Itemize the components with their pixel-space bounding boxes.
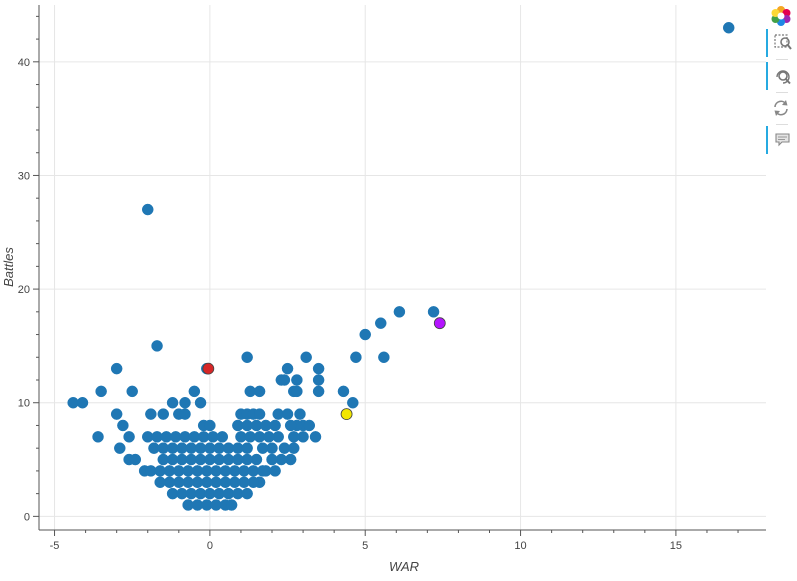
data-point[interactable] [194, 396, 207, 409]
x-axis-title: WAR [389, 559, 419, 574]
data-point[interactable] [232, 453, 244, 466]
data-point[interactable] [188, 385, 201, 398]
data-point[interactable] [76, 396, 89, 409]
y-tick-label: 0 [24, 511, 30, 523]
data-point[interactable] [266, 453, 278, 466]
data-point[interactable] [294, 408, 306, 420]
data-point[interactable] [256, 465, 269, 477]
data-point[interactable] [722, 21, 735, 34]
data-point[interactable] [110, 362, 123, 375]
data-point[interactable] [126, 385, 138, 398]
data-point[interactable] [303, 419, 316, 432]
data-point[interactable] [427, 306, 440, 318]
data-point[interactable] [281, 362, 294, 375]
data-point[interactable] [253, 385, 266, 398]
data-point[interactable] [241, 487, 253, 500]
data-points[interactable] [67, 21, 735, 511]
data-point[interactable] [312, 374, 325, 386]
highlight-point-yellow[interactable] [340, 408, 353, 420]
data-point[interactable] [216, 431, 229, 443]
data-point[interactable] [312, 362, 325, 375]
data-point[interactable] [269, 465, 281, 477]
data-point[interactable] [300, 351, 312, 364]
data-point[interactable] [204, 419, 216, 432]
highlight-point-purple[interactable] [433, 317, 446, 330]
data-point[interactable] [350, 351, 362, 364]
data-point[interactable] [154, 476, 166, 489]
x-tick-label: -5 [50, 540, 60, 552]
data-point[interactable] [241, 351, 253, 364]
x-tick-label: 15 [670, 540, 682, 552]
data-point[interactable] [110, 408, 123, 420]
data-point[interactable] [291, 374, 303, 386]
data-point[interactable] [241, 442, 253, 454]
data-point[interactable] [359, 328, 371, 341]
data-point[interactable] [114, 442, 126, 454]
x-tick-label: 5 [362, 540, 368, 552]
grid-lines [39, 5, 766, 530]
data-point[interactable] [269, 419, 281, 432]
data-point[interactable] [92, 431, 104, 443]
y-tick-label: 20 [18, 284, 30, 296]
data-point[interactable] [157, 408, 170, 420]
data-point[interactable] [179, 396, 191, 409]
data-point[interactable] [253, 408, 266, 420]
data-point[interactable] [117, 419, 129, 432]
data-point[interactable] [95, 385, 107, 398]
data-point[interactable] [378, 351, 390, 364]
data-point[interactable] [151, 340, 163, 352]
toolbar [766, 2, 797, 162]
data-point[interactable] [288, 442, 300, 454]
data-point[interactable] [375, 317, 387, 329]
y-tick-label: 40 [18, 57, 30, 69]
data-point[interactable] [278, 374, 291, 386]
highlighted-points[interactable] [202, 317, 446, 420]
data-point[interactable] [281, 408, 294, 420]
data-point[interactable] [288, 431, 300, 443]
data-point[interactable] [179, 408, 191, 420]
data-point[interactable] [263, 431, 275, 443]
data-point[interactable] [347, 396, 359, 409]
data-point[interactable] [145, 408, 157, 420]
data-point[interactable] [312, 385, 325, 398]
data-point[interactable] [123, 431, 135, 443]
data-point[interactable] [256, 442, 269, 454]
wheel-zoom-icon[interactable] [766, 62, 797, 90]
data-point[interactable] [166, 396, 179, 409]
y-tick-label: 10 [18, 398, 30, 410]
data-point[interactable] [284, 419, 297, 432]
data-point[interactable] [291, 385, 303, 398]
y-axis-title: Battles [1, 247, 16, 287]
data-point[interactable] [141, 203, 154, 216]
data-point[interactable] [337, 385, 350, 398]
plot-frame [39, 5, 766, 530]
bokeh-logo-icon[interactable] [766, 2, 796, 30]
hover-icon[interactable] [766, 126, 797, 154]
reset-icon[interactable] [766, 94, 796, 122]
data-point[interactable] [393, 306, 406, 318]
x-tick-label: 0 [207, 540, 213, 552]
y-tick-label: 30 [18, 170, 30, 182]
highlight-point-red[interactable] [202, 362, 215, 375]
x-tick-label: 10 [514, 540, 526, 552]
data-point[interactable] [225, 499, 238, 511]
data-point[interactable] [309, 431, 322, 443]
data-point[interactable] [129, 453, 142, 466]
axes: -5 0 5 10 15 0 10 20 30 40 [18, 5, 766, 552]
box-zoom-icon[interactable] [766, 29, 797, 57]
